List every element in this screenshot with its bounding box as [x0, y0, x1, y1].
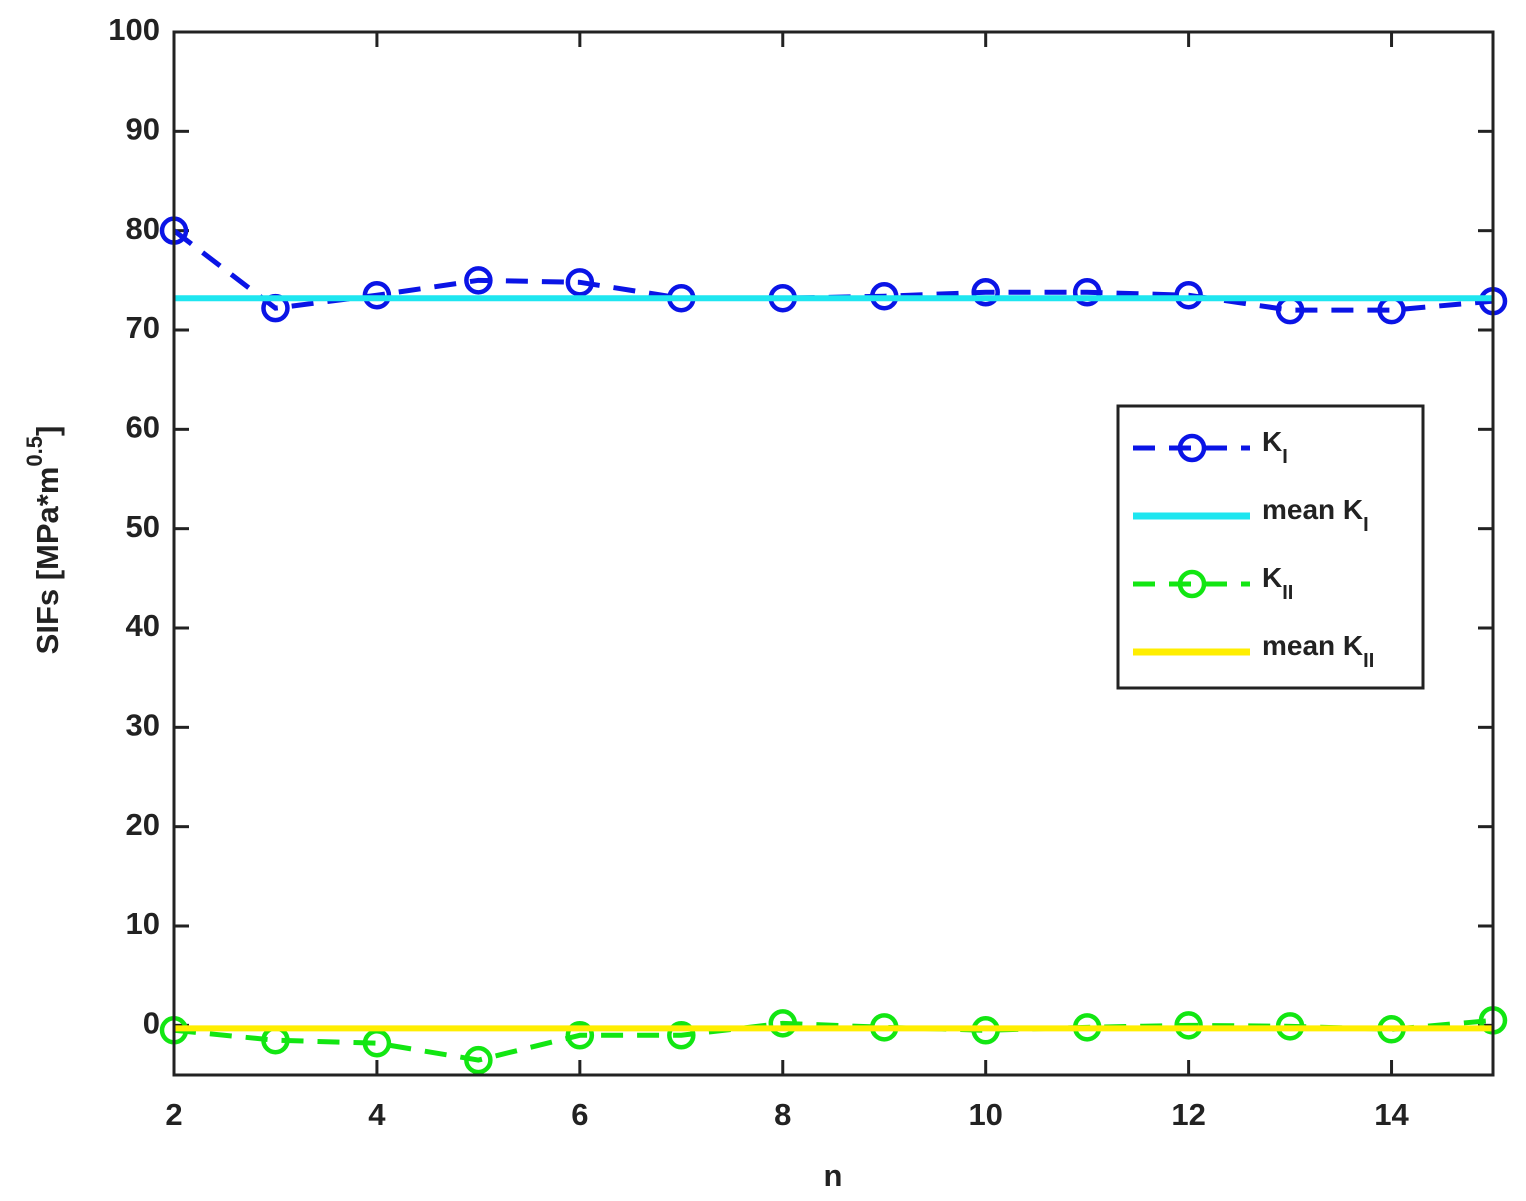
y-label-sup: 0.5: [22, 436, 47, 467]
legend-name: mean K: [1262, 630, 1363, 661]
y-tick-label: 70: [126, 310, 160, 345]
y-tick-label: 30: [126, 708, 160, 743]
legend-marker: [1177, 433, 1207, 463]
y-label-close: ]: [30, 426, 65, 436]
x-tick-label: 10: [968, 1097, 1002, 1132]
x-tick-label: 2: [165, 1097, 182, 1132]
y-tick-label: 50: [126, 509, 160, 544]
legend-label: mean KI: [1262, 494, 1369, 536]
marker: [464, 1045, 493, 1075]
legend-subscript: I: [1282, 446, 1288, 468]
x-axis-label: n: [824, 1158, 843, 1193]
marker: [667, 1021, 696, 1050]
x-tick-label: 6: [571, 1097, 588, 1132]
legend-label: mean KII: [1262, 630, 1374, 672]
legend-name: K: [1262, 562, 1282, 593]
legend-marker: [1177, 569, 1207, 599]
marker: [1072, 278, 1102, 307]
legend-subscript: I: [1363, 514, 1369, 536]
y-tick-label: 0: [143, 1006, 160, 1041]
y-tick-label: 100: [108, 12, 160, 47]
legend-box: [1116, 404, 1425, 690]
marker: [565, 1021, 595, 1050]
x-tick-label: 12: [1171, 1097, 1205, 1132]
marker: [565, 268, 595, 297]
y-tick-label: 20: [126, 807, 160, 842]
y-axis-label: SIFs [MPa*m0.5]: [22, 426, 65, 655]
y-tick-label: 60: [126, 410, 160, 445]
legend-name: mean K: [1262, 494, 1363, 525]
legend-subscript: II: [1363, 650, 1374, 672]
y-tick-label: 10: [126, 906, 160, 941]
y-tick-label: 90: [126, 112, 160, 147]
y-label-text: SIFs [MPa*m: [30, 467, 65, 655]
x-tick-label: 14: [1374, 1097, 1409, 1132]
y-tick-label: 40: [126, 608, 160, 643]
legend-name: K: [1262, 426, 1282, 457]
x-tick-label: 8: [774, 1097, 791, 1132]
marker: [971, 278, 1000, 307]
y-tick-label: 80: [126, 211, 160, 246]
legend-subscript: II: [1282, 582, 1293, 604]
marker: [768, 1009, 798, 1038]
x-tick-label: 4: [368, 1097, 386, 1132]
marker: [464, 266, 493, 295]
plot-frame: [172, 30, 1495, 1077]
legend-label: KI: [1262, 426, 1288, 468]
legend-label: KII: [1262, 562, 1293, 604]
